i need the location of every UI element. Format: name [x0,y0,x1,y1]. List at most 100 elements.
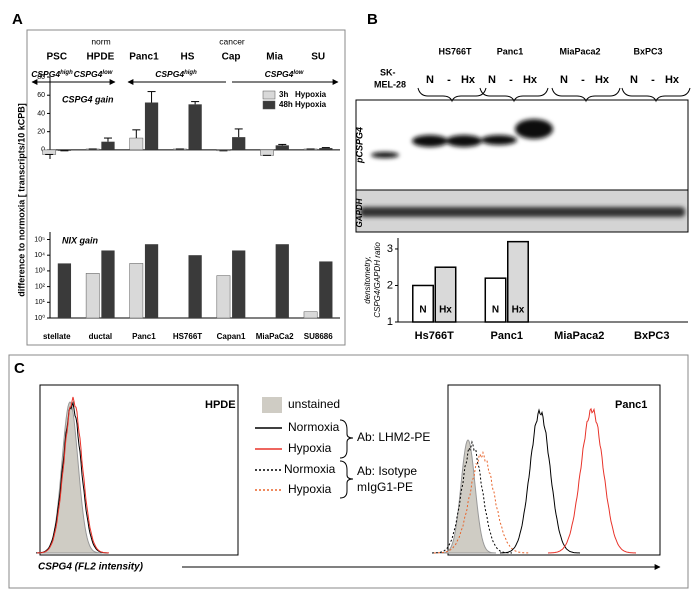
legend-label: Hypoxia [288,441,332,455]
bar [188,104,202,150]
y-tick-label: 10⁰ [34,314,45,322]
x-tick-label: PSC [47,52,68,63]
x-tick-label: Mia [266,52,283,63]
antibody-label: mIgG1-PE [357,480,413,494]
error-bar [234,128,243,138]
histogram-line [434,450,530,554]
lane-label: - [447,74,451,86]
lane-label: Hx [595,74,610,86]
blot-label: pCSPG4 [354,127,364,164]
x-tick-label: ductal [89,332,113,341]
brace [621,87,691,103]
y-tick-label: 10⁴ [34,252,45,259]
x-tick-label: MiaPaCa2 [256,332,294,341]
antibody-label: Ab: Isotype [357,464,417,478]
control-label: SK- [380,67,396,77]
bar [144,244,159,318]
lane-label: N [630,74,638,86]
bar-label: N [419,305,426,316]
legend-label: Hypoxia [288,482,332,496]
bar [188,255,202,318]
x-axis-label: CSPG4 (FL2 intensity) [38,562,144,573]
lane-label: Hx [461,74,476,86]
histogram-line [37,396,109,554]
lane-label: N [560,74,568,86]
legend-label: Normoxia [284,462,336,476]
panel-letter: B [367,11,378,28]
antibody-label: Ab: LHM2-PE [357,430,430,444]
control-label: MEL-28 [374,79,406,89]
x-tick-label: Panc1 [491,330,523,342]
bar-label: Hx [439,305,452,316]
bar [319,261,333,318]
bar [484,277,507,323]
x-tick-label: HS [181,52,195,63]
histogram-title: HPDE [205,399,236,411]
x-tick-label: Panc1 [132,332,156,341]
cell-line: HS766T [438,46,472,56]
lane-label: Hx [523,74,538,86]
lane-label: - [651,74,655,86]
blot [355,99,689,233]
error-bar [278,143,287,146]
bar [42,149,57,155]
y-tick-label: 40 [37,110,45,117]
bar [144,102,159,150]
panel-frame [8,354,689,589]
y-axis-label: CSPG4/GAPDH ratio [373,242,382,318]
y-tick-label: 80 [37,74,45,81]
legend-label: Normoxia [288,420,340,434]
y-tick-label: 1 [387,316,393,328]
cell-line: BxPC3 [633,46,662,56]
bar [303,311,318,319]
histogram-title: Panc1 [615,399,647,411]
panel-frame [26,29,346,346]
bar [216,275,231,319]
y-axis-label: densitometry, [363,256,372,303]
y-tick-label: 10¹ [35,299,46,306]
histogram-line [499,408,581,554]
y-axis-label: difference to normoxia [ transcripts/10 … [16,103,26,297]
bar [232,250,246,318]
arrow-label: CSPG4high [155,69,197,79]
x-tick-label: HPDE [86,52,114,63]
histogram-line [547,407,637,554]
bar [275,145,289,150]
error-bar [103,137,112,142]
bar [434,266,457,323]
cell-line: Panc1 [497,46,524,56]
bar [101,250,115,318]
bar [319,148,333,150]
superscript: high [184,70,197,76]
error-bar [147,91,156,103]
group-note: cancer [219,36,245,46]
bar [57,263,72,318]
bar [507,240,529,323]
y-tick-label: 20 [37,129,45,136]
bar [412,284,434,323]
panel-letter: C [14,360,25,377]
superscript: low [102,70,112,76]
y-tick-label: 2 [387,279,393,291]
gene: CSPG4 [265,69,294,79]
chart-title: NIX gain [62,235,99,245]
x-tick-label: SU [311,52,325,63]
x-tick-label: Hs766T [415,330,454,342]
gene: CSPG4 [155,69,184,79]
lane-label: N [426,74,434,86]
arrow-label: CSPG4low [74,69,113,79]
group-note: norm [91,36,110,46]
legend-label: 3h Hypoxia [279,90,327,99]
histogram-line [36,401,109,554]
lane-label: Hx [665,74,680,86]
x-tick-label: BxPC3 [634,330,669,342]
bar [101,141,115,150]
legend-label: 48h Hypoxia [279,100,327,109]
bar [129,137,144,151]
blot-label: GAPDH [355,198,364,227]
bar [260,149,274,156]
y-tick-label: 3 [387,243,393,255]
brace [551,87,621,103]
cell-line: MiaPaca2 [559,46,600,56]
